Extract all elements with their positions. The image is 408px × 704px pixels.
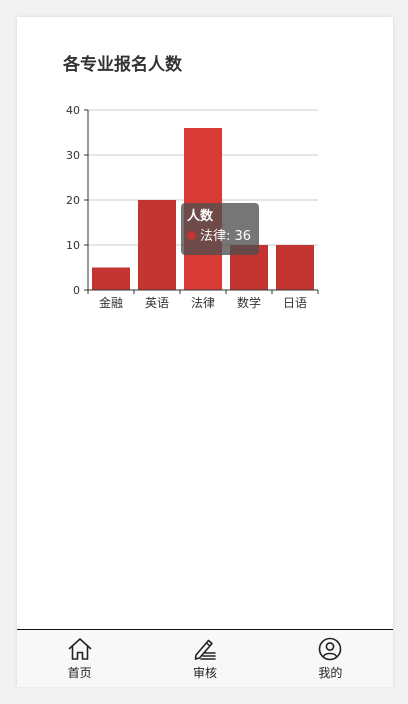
x-tick-label: 金融 [99,295,123,310]
y-tick-label: 0 [73,284,80,297]
bar [92,267,130,290]
bar [276,245,314,290]
x-tick-label: 英语 [145,296,169,310]
x-tick-label: 日语 [283,296,307,310]
x-tick-label: 法律 [191,296,215,310]
pen-edit-icon [194,639,216,660]
tab-mine-label: 我的 [318,666,343,680]
bottom-tab-bar: 首页 审核 我的 [17,629,393,687]
y-tick-label: 20 [66,194,80,207]
phone-frame: 各专业报名人数 0 10 20 30 40 金融 英语 法律 数学 日语 人数 法律: 36 首页… [17,17,393,687]
y-tick-label: 10 [66,239,80,252]
tab-home-label: 首页 [67,666,92,680]
tab-review-label: 审核 [192,666,217,680]
y-tick-label: 40 [66,104,80,117]
tab-home[interactable]: 首页 [17,630,142,687]
chart-tooltip: 人数 法律: 36 [181,203,259,255]
user-icon [319,637,342,661]
bar [138,200,176,290]
tab-mine[interactable]: 我的 [268,630,393,687]
y-tick-label: 30 [66,149,80,162]
tooltip-series-dot [187,231,196,240]
tooltip-row: 法律: 36 [187,228,253,246]
x-tick-label: 数学 [237,295,261,310]
page-title: 各专业报名人数 [63,55,182,75]
home-icon [68,638,91,660]
tab-review[interactable]: 审核 [142,630,267,687]
bar-chart: 0 10 20 30 40 金融 英语 法律 数学 日语 [66,104,319,310]
tooltip-title: 人数 [187,209,214,224]
tooltip-label: 法律: 36 [200,229,252,244]
